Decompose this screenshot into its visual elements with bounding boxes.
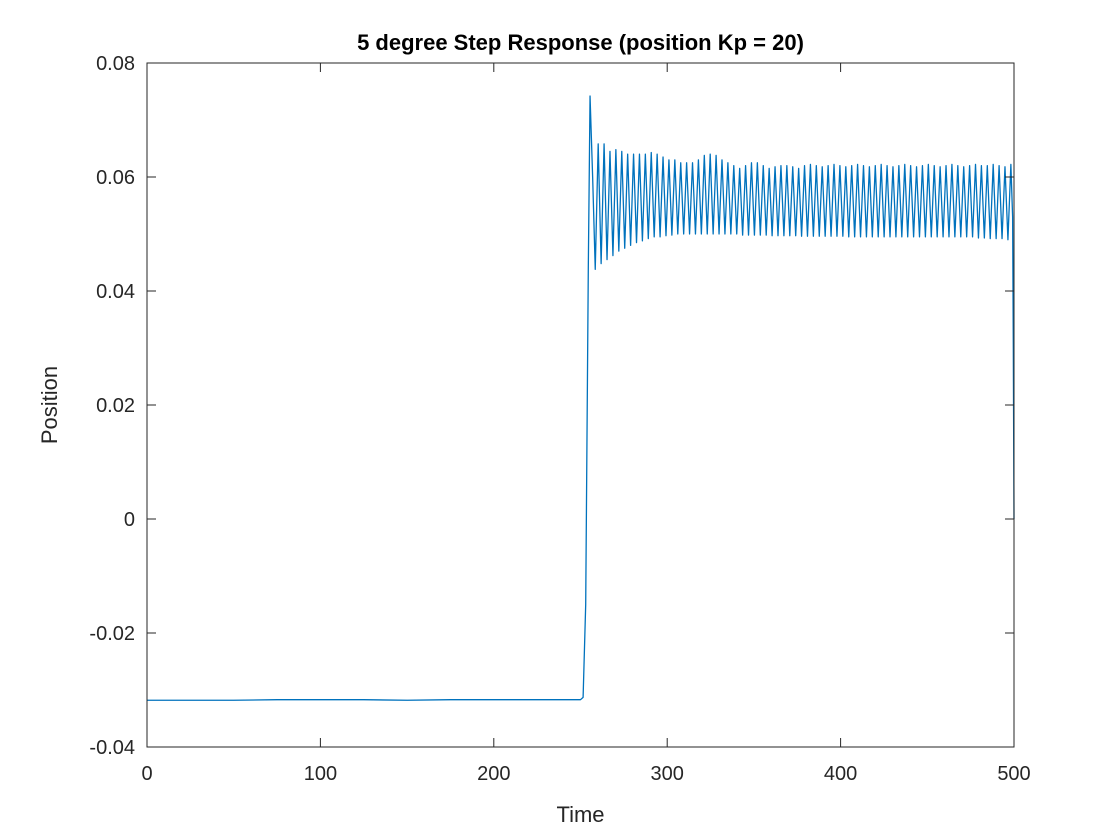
y-tick-label: 0.04 xyxy=(96,281,135,303)
y-tick-label: 0 xyxy=(124,509,135,531)
x-tick-label: 0 xyxy=(141,763,152,785)
ticks-layer: 0 100 200 300 400 500 -0.04 -0.02 0 0.02 0.04 0.06 0… xyxy=(89,53,1030,785)
x-tick-label: 300 xyxy=(651,763,684,785)
y-tick-label: 0.02 xyxy=(96,395,135,417)
x-tick-label: 400 xyxy=(824,763,857,785)
chart-title: 5 degree Step Response (position Kp = 20… xyxy=(357,30,804,55)
x-tick-label: 100 xyxy=(304,763,337,785)
x-tick-label: 500 xyxy=(997,763,1030,785)
series-line-0 xyxy=(147,95,1015,701)
y-tick-label: -0.04 xyxy=(89,737,135,759)
y-axis-label: Position xyxy=(37,366,62,444)
y-tick-label: 0.08 xyxy=(96,53,135,75)
plot-area xyxy=(147,63,1014,747)
y-tick-label: 0.06 xyxy=(96,167,135,189)
x-axis-label: Time xyxy=(556,802,604,827)
y-tick-label: -0.02 xyxy=(89,623,135,645)
x-tick-label: 200 xyxy=(477,763,510,785)
data-layer xyxy=(147,95,1015,701)
